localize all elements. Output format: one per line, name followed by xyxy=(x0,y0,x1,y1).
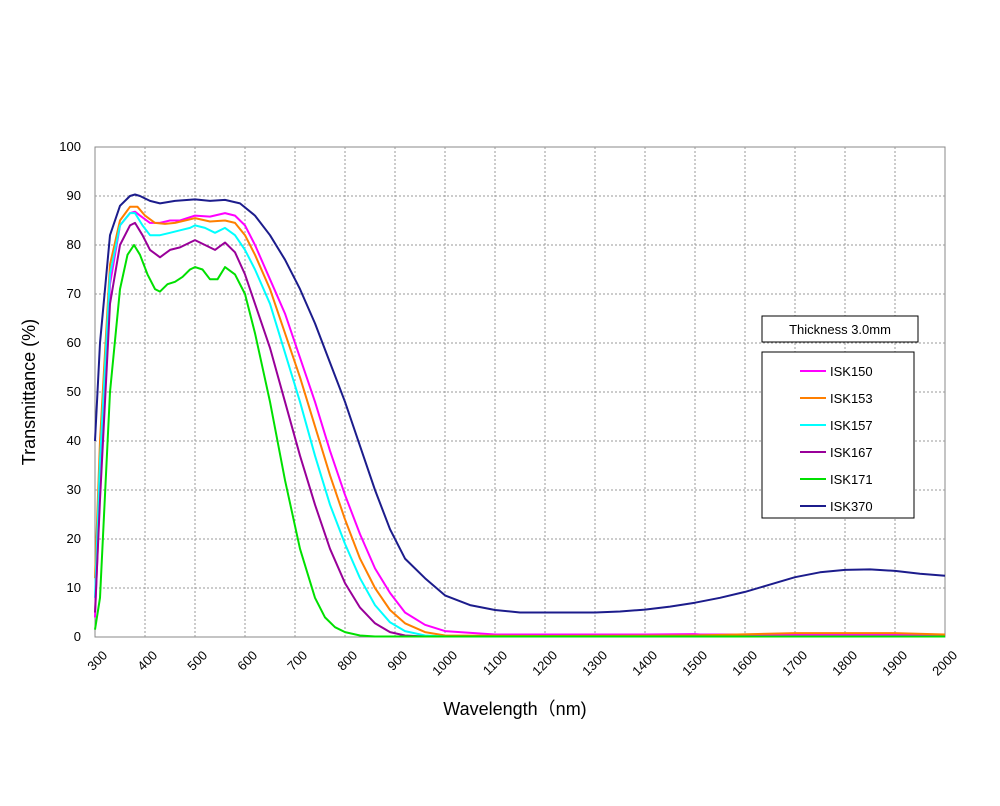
x-tick-label: 1200 xyxy=(529,648,560,679)
legend-label-isk370: ISK370 xyxy=(830,499,873,514)
y-tick-label: 0 xyxy=(74,629,81,644)
legend: Thickness 3.0mm ISK150 ISK153 ISK157 ISK167… xyxy=(761,315,919,519)
series-line-isk153 xyxy=(94,205,946,637)
x-tick-label: 1700 xyxy=(779,648,810,679)
y-tick-label: 70 xyxy=(67,286,81,301)
y-tick-label: 80 xyxy=(67,237,81,252)
y-axis-title: Transmittance (%) xyxy=(19,319,39,465)
x-tick-label: 300 xyxy=(84,648,110,674)
x-tick-label: 700 xyxy=(284,648,310,674)
x-tick-label: 2000 xyxy=(929,648,960,679)
series-line-isk167 xyxy=(94,221,945,638)
grid-lines xyxy=(95,147,945,637)
x-tick-label: 600 xyxy=(234,648,260,674)
series-line-isk150 xyxy=(94,210,945,636)
x-tick-label: 1600 xyxy=(729,648,760,679)
x-tick-labels: 300 400 500 600 700 800 900 1000 1100 1200 1300 140… xyxy=(84,648,960,679)
x-tick-label: 1500 xyxy=(679,648,710,679)
x-tick-label: 400 xyxy=(134,648,160,674)
y-tick-label: 40 xyxy=(67,433,81,448)
series-line-isk171 xyxy=(94,244,945,638)
x-tick-label: 800 xyxy=(334,648,360,674)
x-tick-label: 1000 xyxy=(429,648,460,679)
series-lines xyxy=(94,193,946,638)
x-axis-title: Wavelength（nm) xyxy=(443,699,586,719)
legend-title: Thickness 3.0mm xyxy=(789,322,891,337)
y-tick-label: 50 xyxy=(67,384,81,399)
legend-label-isk153: ISK153 xyxy=(830,391,873,406)
y-tick-label: 60 xyxy=(67,335,81,350)
legend-box xyxy=(761,351,915,519)
y-tick-label: 30 xyxy=(67,482,81,497)
x-tick-label: 500 xyxy=(184,648,210,674)
y-tick-label: 10 xyxy=(67,580,81,595)
y-tick-label: 100 xyxy=(59,139,81,154)
legend-label-isk157: ISK157 xyxy=(830,418,873,433)
x-tick-label: 900 xyxy=(384,648,410,674)
y-tick-label: 90 xyxy=(67,188,81,203)
y-tick-labels: 0 10 20 30 40 50 60 70 80 90 100 xyxy=(59,139,81,644)
x-tick-label: 1800 xyxy=(829,648,860,679)
x-tick-label: 1300 xyxy=(579,648,610,679)
legend-title-box xyxy=(761,315,919,343)
y-tick-label: 20 xyxy=(67,531,81,546)
x-tick-label: 1900 xyxy=(879,648,910,679)
legend-entries: ISK150 ISK153 ISK157 ISK167 ISK171 ISK370 xyxy=(800,364,873,514)
x-tick-label: 1400 xyxy=(629,648,660,679)
series-line-isk370 xyxy=(94,193,946,614)
legend-label-isk171: ISK171 xyxy=(830,472,873,487)
series-line-isk157 xyxy=(94,212,945,638)
x-tick-label: 1100 xyxy=(480,648,510,678)
legend-label-isk150: ISK150 xyxy=(830,364,873,379)
legend-label-isk167: ISK167 xyxy=(830,445,873,460)
